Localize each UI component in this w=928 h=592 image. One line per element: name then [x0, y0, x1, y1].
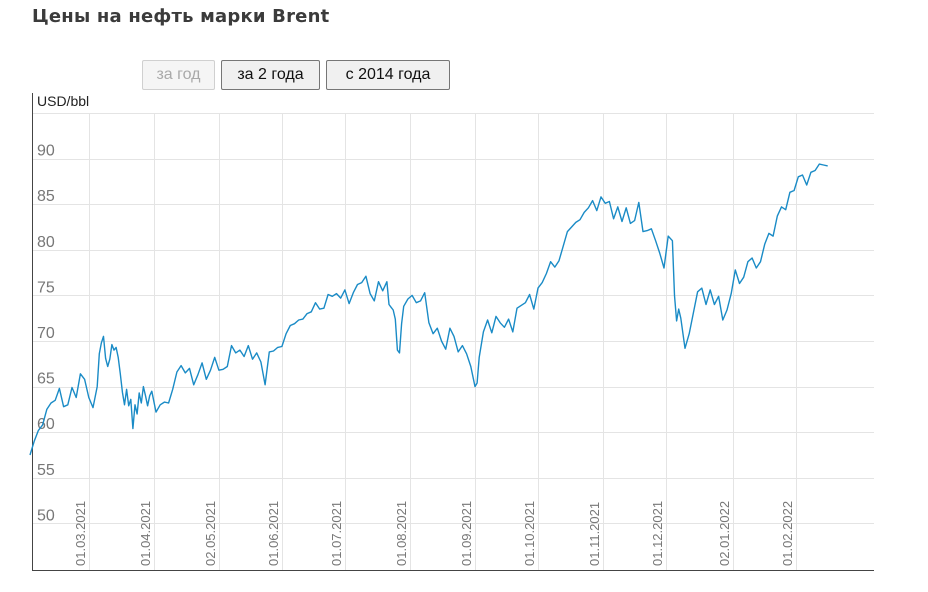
x-tick-label-8: 01.11.2021	[587, 502, 602, 566]
page-title: Цены на нефть марки Brent	[32, 6, 330, 27]
axes	[32, 93, 874, 571]
y-tick-label-85: 85	[37, 188, 55, 205]
x-tick-label-0: 01.03.2021	[73, 501, 88, 566]
range-button-since-2014[interactable]: с 2014 года	[326, 60, 450, 90]
range-button-1year[interactable]: за год	[142, 60, 215, 90]
range-button-2years[interactable]: за 2 года	[221, 60, 320, 90]
x-tick-labels: 01.03.2021 01.04.2021 02.05.2021 01.06.2021…	[73, 501, 795, 566]
series-line-brent	[29, 163, 828, 456]
y-tick-label-70: 70	[37, 325, 55, 342]
grid	[32, 113, 874, 570]
y-axis-unit-label: USD/bbl	[37, 93, 89, 109]
x-tick-label-3: 01.06.2021	[266, 501, 281, 566]
x-tick-label-5: 01.08.2021	[394, 501, 409, 566]
y-tick-label-60: 60	[37, 416, 55, 433]
x-tick-label-1: 01.04.2021	[138, 501, 153, 566]
x-tick-label-2: 02.05.2021	[203, 501, 218, 566]
y-tick-label-80: 80	[37, 234, 55, 251]
y-tick-label-65: 65	[37, 371, 55, 388]
y-tick-label-55: 55	[37, 462, 55, 479]
x-tick-label-10: 02.01.2022	[717, 501, 732, 566]
x-tick-label-9: 01.12.2021	[650, 501, 665, 566]
y-tick-labels: 50 55 60 65 70 75 80 85 90	[37, 143, 55, 525]
range-selector: за год за 2 года с 2014 года	[142, 60, 450, 90]
x-tick-label-11: 01.02.2022	[780, 501, 795, 566]
y-tick-label-90: 90	[37, 143, 55, 160]
x-tick-label-4: 01.07.2021	[329, 501, 344, 566]
x-tick-label-7: 01.10.2021	[522, 501, 537, 566]
y-tick-label-75: 75	[37, 279, 55, 296]
y-tick-label-50: 50	[37, 507, 55, 524]
x-tick-label-6: 01.09.2021	[459, 501, 474, 566]
